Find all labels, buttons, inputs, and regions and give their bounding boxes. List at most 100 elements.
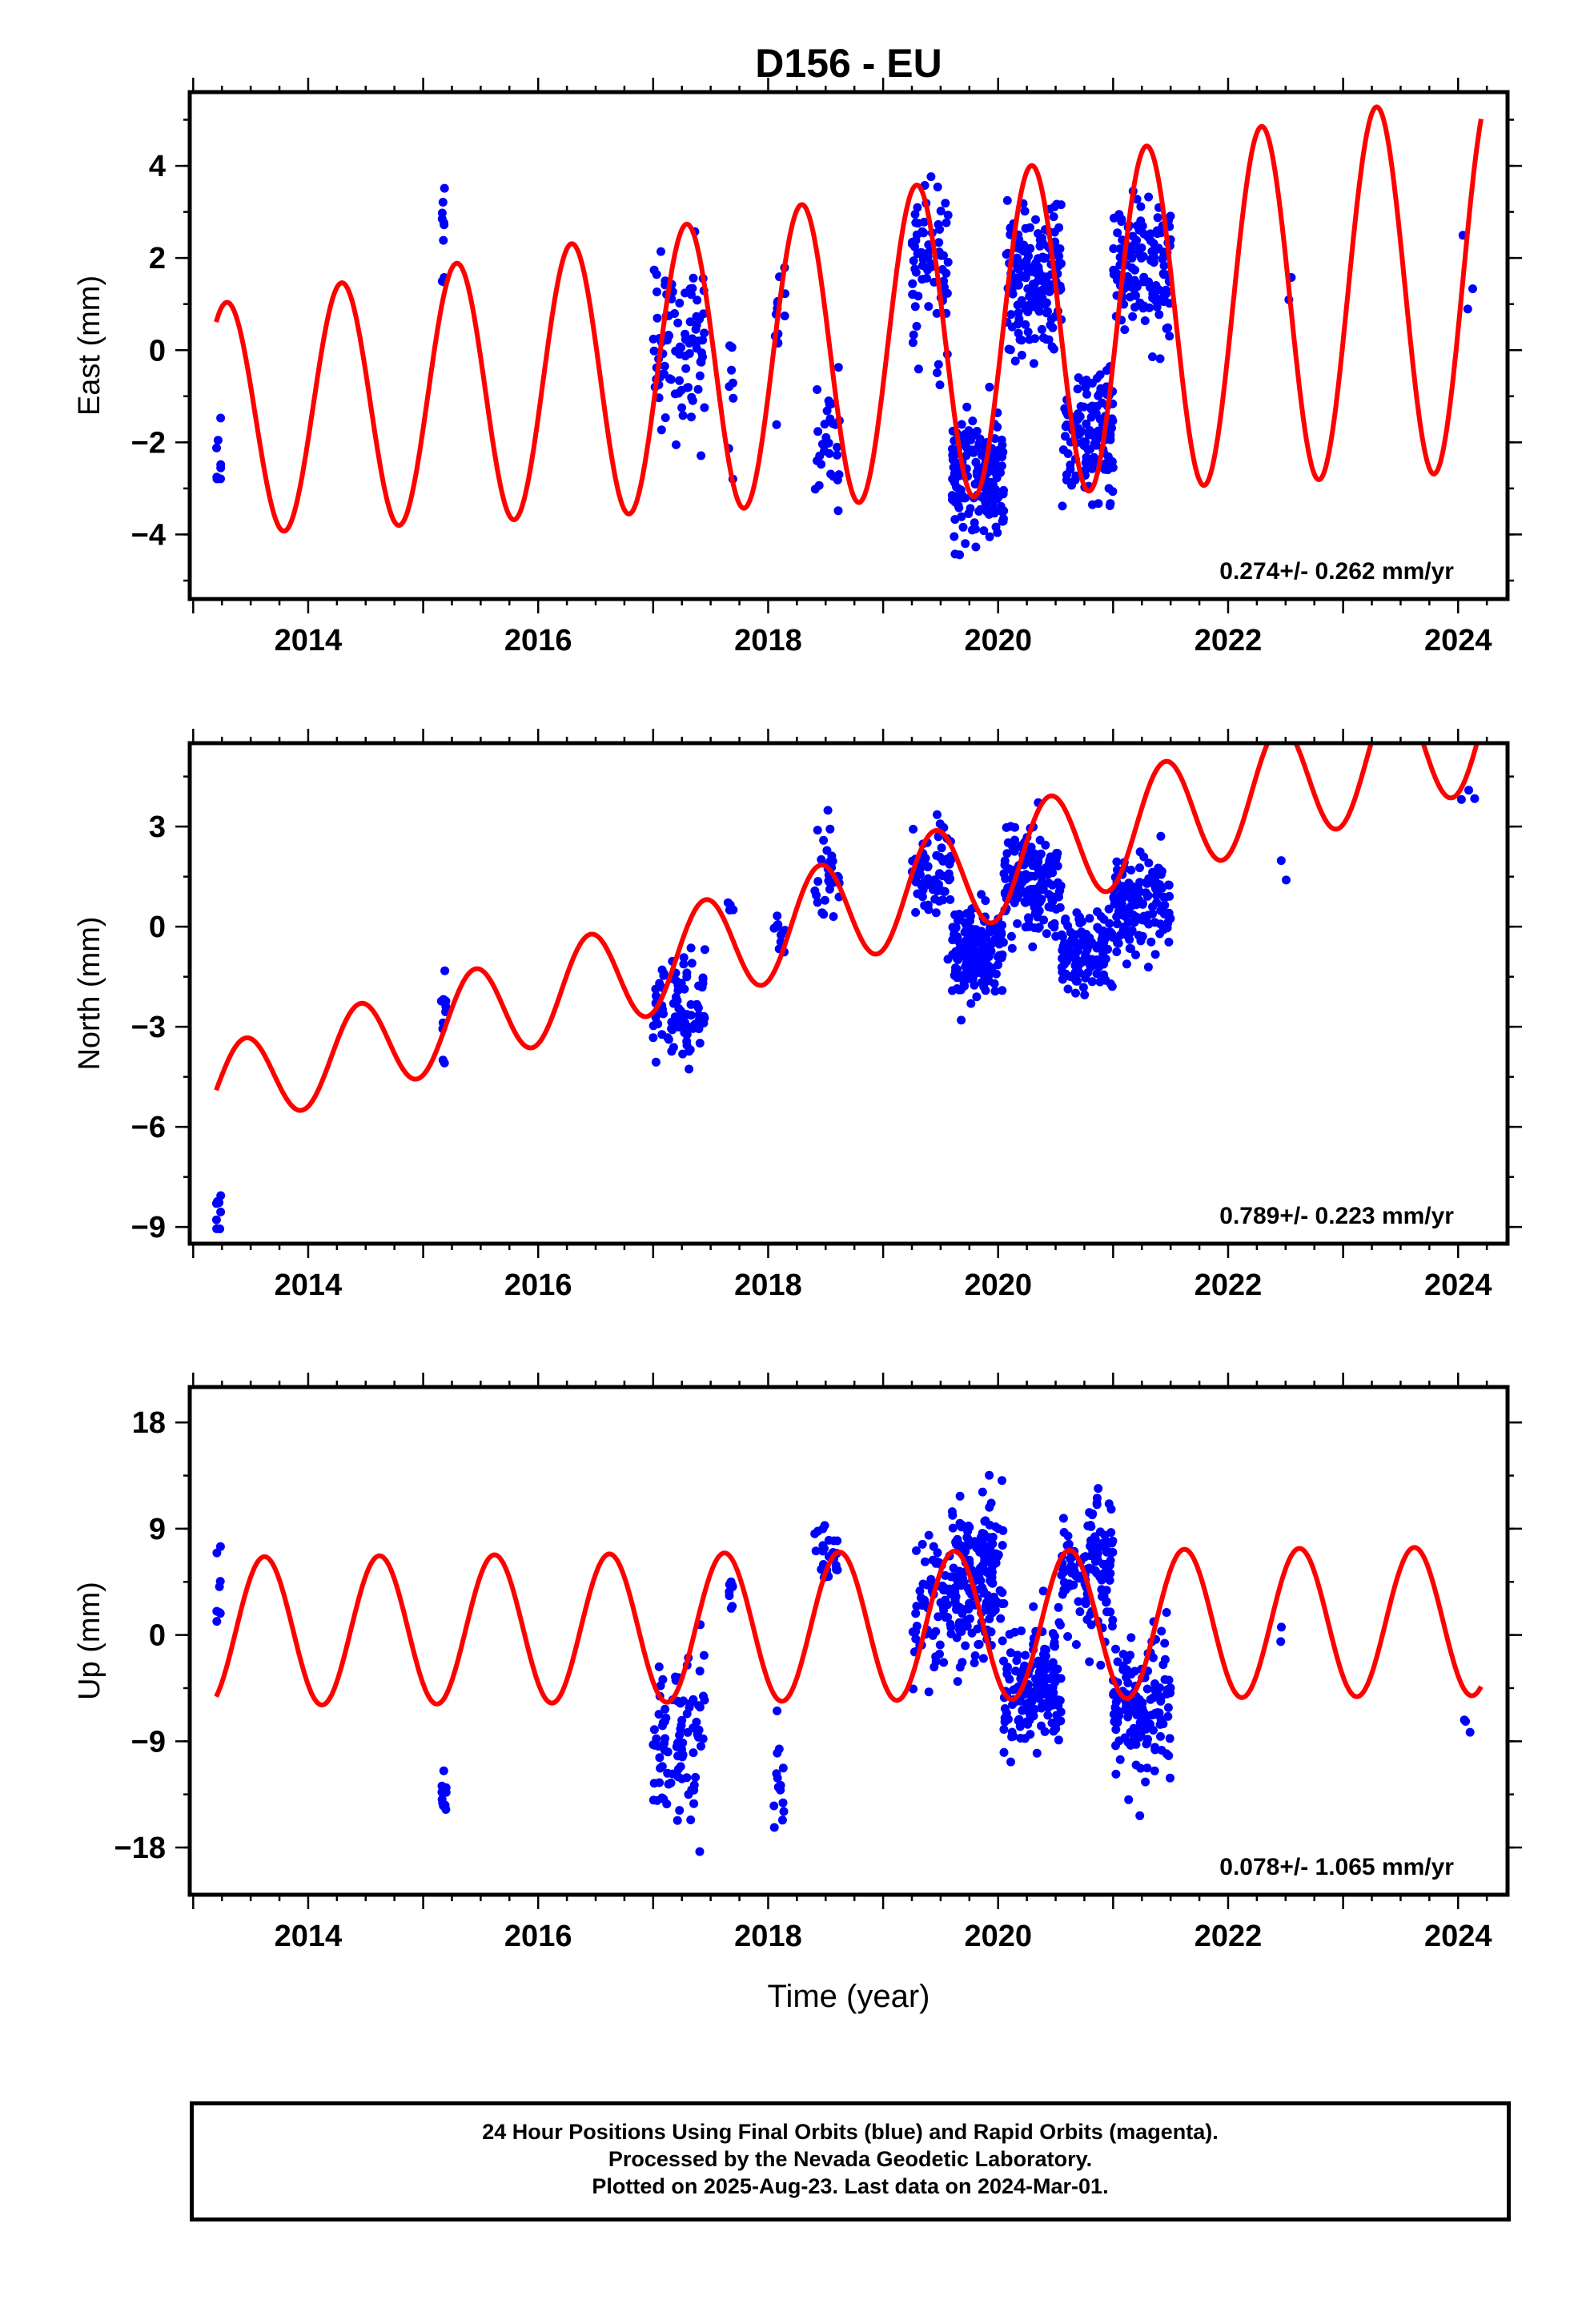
- data-point: [825, 824, 835, 834]
- data-point: [692, 999, 701, 1009]
- caption-box: 24 Hour Positions Using Final Orbits (bl…: [190, 2101, 1511, 2221]
- data-point: [813, 427, 823, 436]
- data-point: [1049, 1669, 1058, 1679]
- data-point: [1021, 273, 1030, 283]
- data-point: [1038, 274, 1047, 283]
- data-point: [656, 1763, 665, 1773]
- data-point: [1074, 961, 1083, 971]
- data-point: [1058, 1566, 1068, 1575]
- data-point: [1064, 943, 1074, 951]
- data-points: [212, 172, 1477, 560]
- data-point: [1463, 304, 1472, 314]
- data-point: [700, 945, 709, 955]
- data-point: [1150, 1743, 1160, 1752]
- data-point: [648, 1033, 658, 1043]
- data-point: [1018, 1706, 1027, 1715]
- data-point: [1081, 950, 1090, 959]
- data-point: [216, 474, 225, 484]
- data-point: [1049, 212, 1058, 222]
- data-point: [728, 1602, 737, 1611]
- data-point: [1001, 874, 1010, 883]
- data-point: [1021, 320, 1030, 329]
- data-point: [1143, 911, 1153, 920]
- data-point: [776, 1785, 785, 1795]
- y-tick-label: 3: [149, 810, 166, 844]
- model-curve: [214, 104, 1484, 534]
- data-point: [1051, 1718, 1061, 1727]
- data-point: [833, 1565, 842, 1574]
- data-point: [998, 986, 1007, 995]
- data-point: [974, 1640, 983, 1649]
- data-point: [818, 1541, 828, 1550]
- data-point: [1011, 273, 1021, 283]
- data-point: [998, 440, 1007, 450]
- data-point: [1142, 891, 1152, 901]
- data-point: [212, 443, 221, 452]
- data-point: [1038, 1586, 1048, 1596]
- data-point: [819, 835, 829, 845]
- data-point: [980, 1517, 990, 1526]
- data-point: [1070, 475, 1080, 485]
- data-point: [1023, 284, 1033, 294]
- data-point: [918, 1579, 928, 1589]
- data-point: [1087, 977, 1097, 987]
- data-point: [1021, 223, 1030, 233]
- data-point: [213, 436, 223, 445]
- data-point: [1014, 314, 1024, 324]
- data-point: [955, 1491, 965, 1501]
- data-point: [974, 935, 983, 944]
- data-point: [951, 1538, 961, 1547]
- data-point: [1085, 914, 1094, 923]
- data-point: [1276, 1637, 1286, 1647]
- data-point: [825, 877, 834, 887]
- data-point: [440, 966, 450, 975]
- data-point: [1066, 460, 1075, 470]
- data-point: [1000, 1704, 1010, 1713]
- data-point: [968, 445, 978, 455]
- data-point: [1007, 1727, 1017, 1737]
- data-point: [697, 1742, 705, 1751]
- plot-frame: [187, 741, 1510, 1246]
- data-point: [919, 878, 929, 887]
- data-point: [669, 1043, 678, 1052]
- data-point: [773, 1706, 782, 1715]
- data-point: [941, 199, 950, 208]
- data-point: [1046, 314, 1056, 324]
- data-point: [1150, 1679, 1159, 1688]
- data-point: [813, 385, 822, 394]
- data-point: [810, 1529, 820, 1538]
- data-point: [947, 1507, 957, 1517]
- data-point: [1156, 831, 1166, 841]
- data-point: [1021, 923, 1030, 932]
- data-point: [958, 522, 968, 532]
- data-point: [1156, 1731, 1165, 1741]
- data-point: [1106, 1528, 1116, 1538]
- data-point: [814, 480, 824, 490]
- data-point: [1132, 195, 1142, 204]
- data-point: [675, 1806, 685, 1815]
- data-point: [664, 1035, 673, 1044]
- data-point: [1122, 1665, 1132, 1675]
- data-point: [677, 403, 687, 412]
- x-tick-label: 2018: [734, 1920, 802, 1953]
- x-tick-label: 2024: [1424, 1269, 1492, 1302]
- data-point: [656, 425, 666, 435]
- data-point: [1082, 419, 1091, 428]
- data-point: [978, 1564, 988, 1574]
- data-point: [1138, 931, 1147, 941]
- data-point: [907, 238, 917, 247]
- data-point: [1139, 1707, 1149, 1717]
- data-point: [990, 1603, 1000, 1613]
- data-point: [699, 1019, 709, 1027]
- data-point: [1083, 968, 1093, 978]
- data-point: [1002, 195, 1012, 205]
- data-point: [695, 1847, 705, 1856]
- data-point: [972, 427, 982, 436]
- data-point: [1050, 227, 1059, 237]
- data-point: [1113, 1713, 1122, 1723]
- data-point: [1128, 312, 1138, 321]
- data-point: [970, 1658, 979, 1667]
- data-point: [649, 1779, 659, 1788]
- data-point: [1123, 918, 1133, 927]
- data-point: [1054, 1618, 1064, 1627]
